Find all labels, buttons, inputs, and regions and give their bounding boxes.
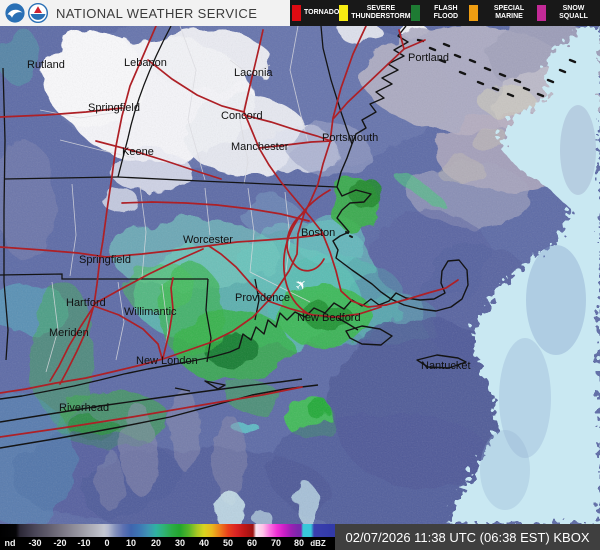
tornado-swatch-icon	[292, 5, 301, 21]
unit-label: dBZ	[310, 539, 326, 548]
tick-label: nd	[4, 538, 16, 548]
city-label: Portsmouth	[322, 132, 378, 144]
city-label: Hartford	[66, 297, 106, 309]
warning-legend: TORNADO SEVERE THUNDERSTORM FLASH FLOOD …	[290, 0, 600, 26]
roads-layer	[0, 26, 459, 438]
ocean-layer	[448, 26, 600, 524]
tick-label: 50	[222, 538, 234, 548]
city-label: Worcester	[183, 234, 233, 246]
radar-canvas: ✈ Rutland Lebanon Laconia Springfield Co…	[0, 26, 600, 524]
timestamp-box: 02/07/2026 11:38 UTC (06:38 EST) KBOX	[335, 524, 600, 550]
app-title: NATIONAL WEATHER SERVICE	[56, 5, 258, 21]
coastline	[0, 26, 577, 449]
colorbar-gradient	[0, 524, 335, 537]
tick-label: 20	[150, 538, 162, 548]
tick-label: 0	[104, 538, 110, 548]
city-label: New Bedford	[297, 312, 361, 324]
city-label: Keene	[122, 146, 154, 158]
city-label: New London	[136, 355, 198, 367]
snow-squall-swatch-icon	[536, 5, 546, 21]
legend-item-special-marine: SPECIAL MARINE	[469, 5, 537, 21]
reflectivity-colorbar: nd -30 -20 -10 0 10 20 30 40 50 60 70 80…	[0, 524, 335, 550]
tick-label: 80	[293, 538, 305, 548]
city-label: Rutland	[27, 59, 65, 71]
city-label: Concord	[221, 110, 263, 122]
city-label: Manchester	[231, 141, 289, 153]
special-marine-swatch-icon	[469, 5, 479, 21]
tick-label: 40	[198, 538, 210, 548]
header-branding: NATIONAL WEATHER SERVICE	[0, 0, 290, 26]
tick-label: 60	[246, 538, 258, 548]
tick-label: 70	[270, 538, 282, 548]
severe-thunderstorm-swatch-icon	[339, 5, 349, 21]
legend-item-snow-squall: SNOW SQUALL	[536, 5, 598, 21]
flash-flood-swatch-icon	[410, 5, 420, 21]
legend-item-tornado: TORNADO	[292, 5, 339, 21]
city-label: Willimantic	[124, 306, 177, 318]
tick-label: 10	[125, 538, 137, 548]
city-label: Portland	[408, 52, 449, 64]
city-label: Springfield	[88, 102, 140, 114]
city-label: Nantucket	[421, 360, 471, 372]
legend-item-flash-flood: FLASH FLOOD	[410, 5, 469, 21]
city-label: Meriden	[49, 327, 89, 339]
city-label: Springfield	[79, 254, 131, 266]
radar-map: ✈ Rutland Lebanon Laconia Springfield Co…	[0, 26, 600, 524]
city-label: Laconia	[234, 67, 273, 79]
tick-label: -20	[53, 538, 67, 548]
noaa-logo-icon	[5, 3, 25, 23]
county-lines	[39, 26, 311, 373]
app-header: NATIONAL WEATHER SERVICE TORNADO SEVERE …	[0, 0, 600, 26]
state-borders	[0, 26, 353, 363]
tick-label: -10	[77, 538, 91, 548]
tick-label: 30	[174, 538, 186, 548]
nws-logo-icon	[28, 3, 48, 23]
tick-label: -30	[28, 538, 42, 548]
city-label: Providence	[235, 292, 290, 304]
colorbar-ticks: nd -30 -20 -10 0 10 20 30 40 50 60 70 80…	[0, 537, 335, 550]
legend-item-severe-thunderstorm: SEVERE THUNDERSTORM	[339, 5, 411, 21]
timestamp-text: 02/07/2026 11:38 UTC (06:38 EST) KBOX	[345, 529, 590, 545]
city-label: Boston	[301, 227, 335, 239]
city-label: Riverhead	[59, 402, 109, 414]
colorbar-section: nd -30 -20 -10 0 10 20 30 40 50 60 70 80…	[0, 524, 600, 550]
city-labels: Rutland Lebanon Laconia Springfield Conc…	[27, 52, 471, 414]
city-label: Lebanon	[124, 57, 167, 69]
